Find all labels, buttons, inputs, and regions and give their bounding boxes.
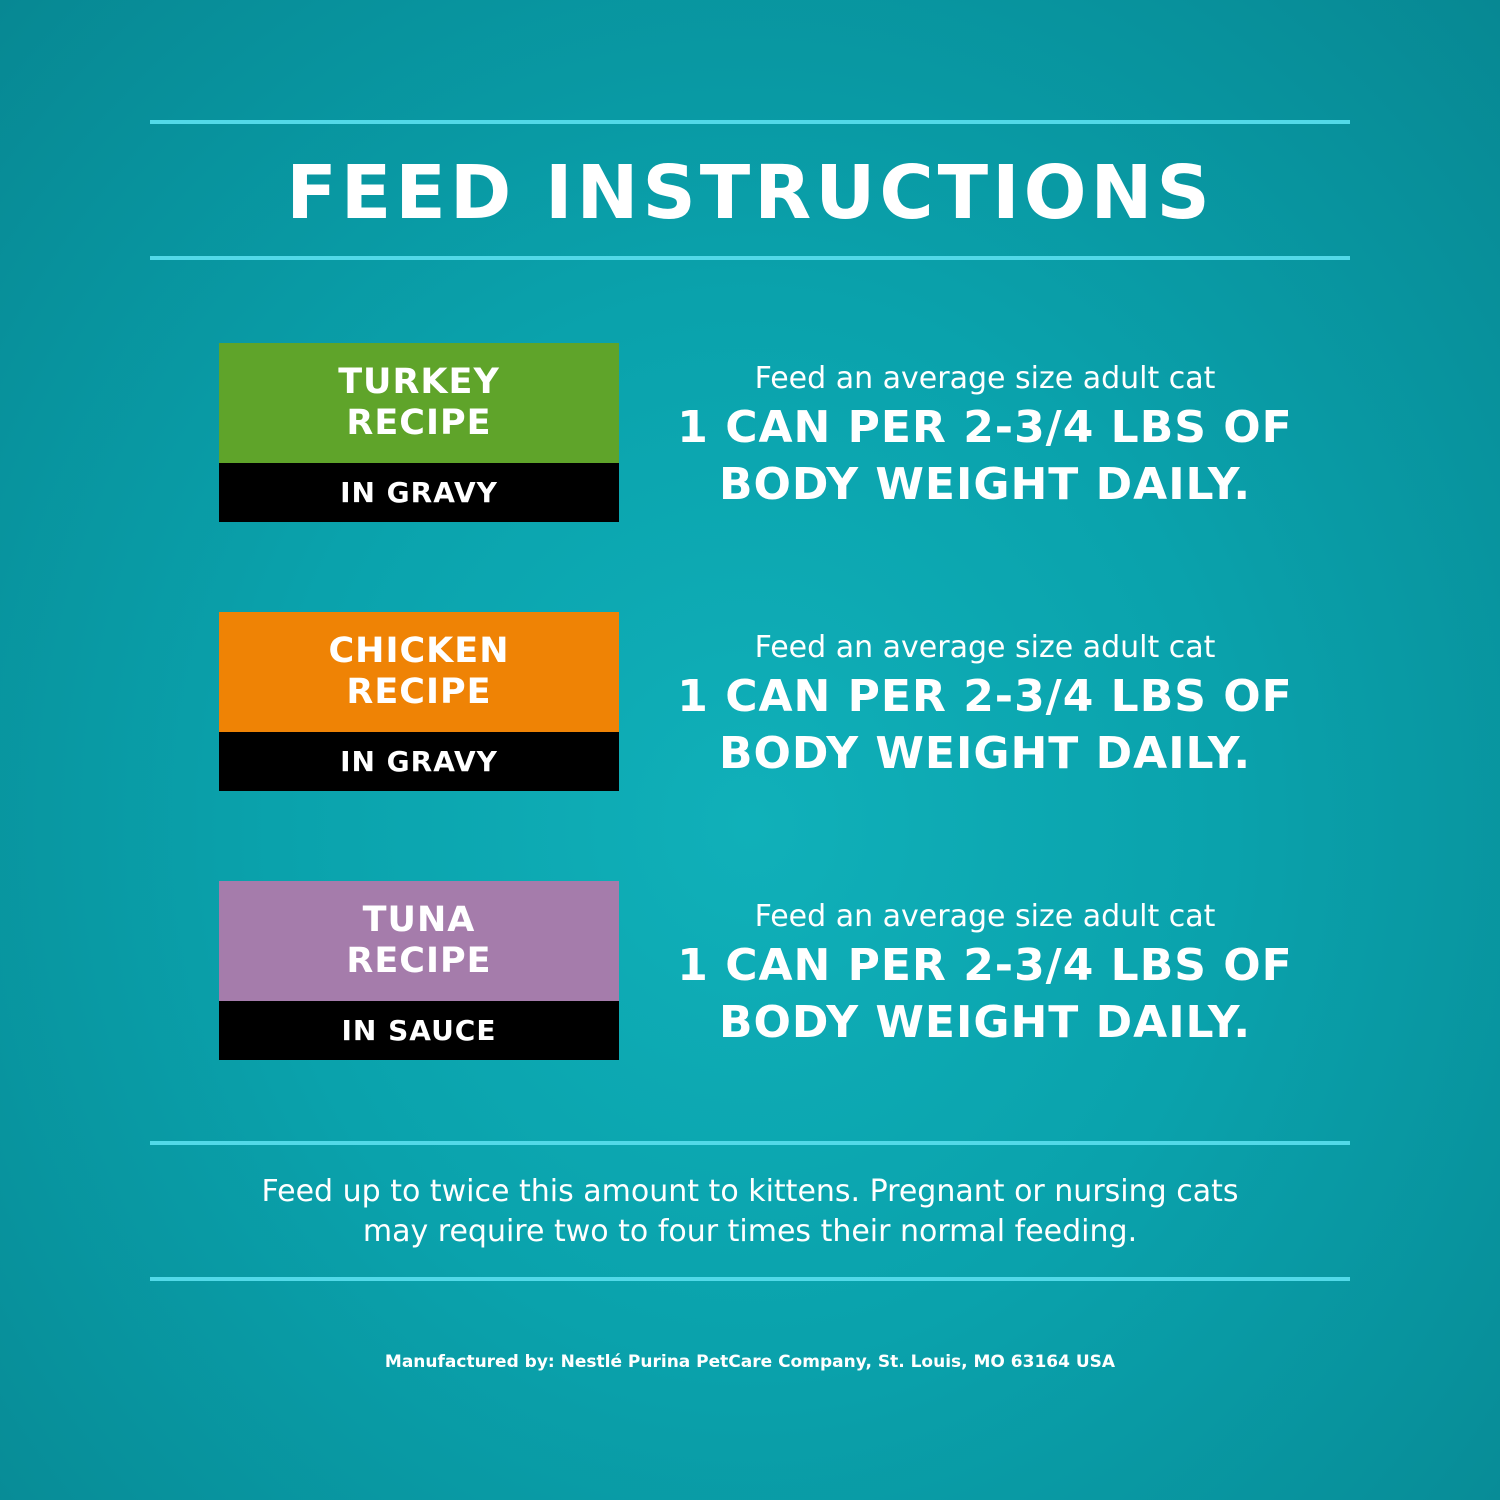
- recipe-name: TUNA RECIPE: [219, 881, 619, 1001]
- divider: [150, 1277, 1350, 1281]
- feeding-amount-line: 1 CAN PER 2-3/4 LBS OF: [677, 940, 1293, 991]
- feeding-amount: Feed an average size adult cat 1 CAN PER …: [640, 628, 1330, 782]
- feeding-amount-line: BODY WEIGHT DAILY.: [718, 459, 1252, 510]
- note-line: Feed up to twice this amount to kittens.…: [261, 1174, 1239, 1209]
- title: FEED INSTRUCTIONS: [286, 150, 1214, 236]
- feeding-amount-line: 1 CAN PER 2-3/4 LBS OF: [677, 671, 1293, 722]
- feeding-intro: Feed an average size adult cat: [754, 361, 1216, 396]
- recipe-style: IN SAUCE: [219, 1001, 619, 1060]
- feeding-amount-line: BODY WEIGHT DAILY.: [718, 728, 1252, 779]
- divider: [150, 120, 1350, 124]
- feeding-amount: Feed an average size adult cat 1 CAN PER …: [640, 359, 1330, 513]
- recipe-label: TURKEY RECIPE IN GRAVY: [219, 343, 619, 522]
- recipe-label: CHICKEN RECIPE IN GRAVY: [219, 612, 619, 791]
- divider: [150, 256, 1350, 260]
- recipe-name: TURKEY RECIPE: [219, 343, 619, 463]
- feeding-amount-line: BODY WEIGHT DAILY.: [718, 997, 1252, 1048]
- note-line: may require two to four times their norm…: [362, 1214, 1138, 1249]
- recipe-name-line: RECIPE: [346, 941, 492, 981]
- recipe-name-line: TUNA: [362, 900, 476, 940]
- note: Feed up to twice this amount to kittens.…: [0, 1172, 1500, 1252]
- recipe-name-line: TURKEY: [338, 362, 500, 402]
- feeding-amount-line: 1 CAN PER 2-3/4 LBS OF: [677, 402, 1293, 453]
- recipe-name: CHICKEN RECIPE: [219, 612, 619, 732]
- divider: [150, 1141, 1350, 1145]
- recipe-name-line: RECIPE: [346, 672, 492, 712]
- recipe-name-line: CHICKEN: [328, 631, 510, 671]
- manufacturer: Manufactured by: Nestlé Purina PetCare C…: [384, 1352, 1116, 1372]
- recipe-label: TUNA RECIPE IN SAUCE: [219, 881, 619, 1060]
- feeding-amount: Feed an average size adult cat 1 CAN PER …: [640, 897, 1330, 1051]
- feeding-intro: Feed an average size adult cat: [754, 899, 1216, 934]
- recipe-name-line: RECIPE: [346, 403, 492, 443]
- recipe-style: IN GRAVY: [219, 463, 619, 522]
- recipe-style: IN GRAVY: [219, 732, 619, 791]
- feeding-intro: Feed an average size adult cat: [754, 630, 1216, 665]
